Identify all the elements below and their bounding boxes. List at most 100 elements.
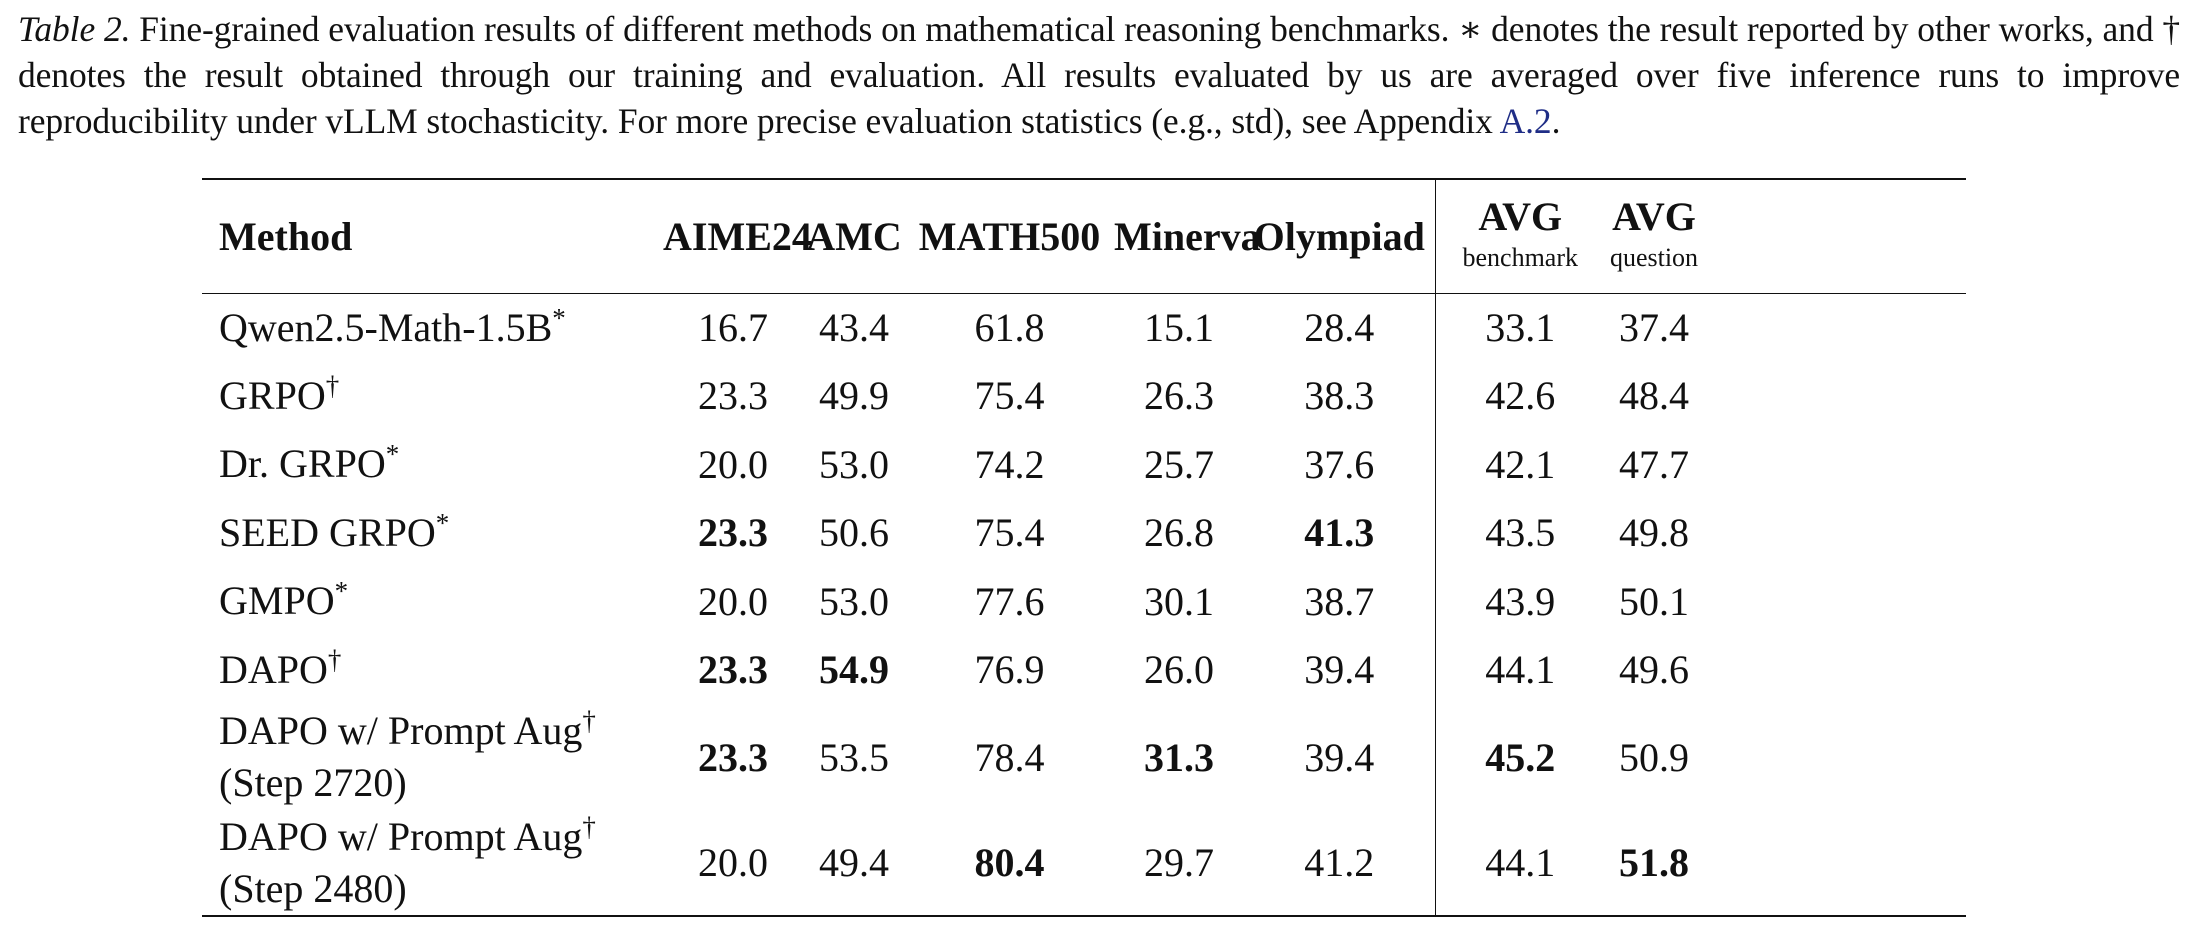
cell-avg-benchmark: 44.1 — [1434, 810, 1605, 916]
header-math500: MATH500 — [918, 213, 1101, 259]
cell-minerva: 25.7 — [1144, 441, 1214, 487]
header-avg-question-sub: question — [1609, 243, 1699, 273]
cell-avg-question: 49.8 — [1605, 499, 1966, 568]
header-olympiad: Olympiad — [1253, 213, 1425, 259]
cell-avg-benchmark: 42.6 — [1434, 361, 1605, 430]
cell-avg-question: 48.4 — [1605, 362, 1966, 431]
table-row: DAPO w/ Prompt Aug† (Step 2720) 23.3 53.5… — [202, 704, 1966, 810]
cell-avg-question: 49.6 — [1605, 636, 1966, 705]
cell-minerva: 29.7 — [1144, 840, 1214, 885]
header-amc: AMC — [806, 213, 902, 259]
cell-avg-benchmark: 42.1 — [1434, 430, 1605, 499]
cell-math500: 61.8 — [974, 305, 1045, 350]
cell-amc: 53.5 — [819, 734, 889, 780]
method-name: DAPO w/ Prompt Aug — [219, 708, 583, 753]
cell-avg-question-value: 47.7 — [1619, 441, 1689, 487]
header-avg-benchmark-sub: benchmark — [1462, 243, 1578, 273]
caption-end: . — [1551, 101, 1561, 141]
cell-avg-question-value: 49.8 — [1619, 510, 1689, 556]
table-row: DAPO w/ Prompt Aug† (Step 2480) 20.0 49.4… — [202, 810, 1966, 916]
table-caption: Table 2. Fine-grained evaluation results… — [18, 6, 2180, 144]
method-mark: * — [435, 507, 450, 538]
cell-amc: 49.9 — [819, 373, 889, 419]
row-method: GMPO* — [202, 567, 663, 636]
cell-olympiad: 37.6 — [1304, 441, 1375, 487]
cell-aime24: 23.3 — [698, 510, 768, 556]
header-row: Method AIME24 AMC MATH500 Minerva Olympi… — [202, 179, 1966, 293]
caption-text: Fine-grained evaluation results of diffe… — [18, 9, 2180, 141]
cell-avg-question-value: 51.8 — [1619, 840, 1689, 885]
table-row: GRPO† 23.3 49.9 75.4 26.3 38.3 42.6 48.4 — [202, 361, 1966, 431]
cell-avg-benchmark: 44.1 — [1434, 635, 1605, 704]
cell-avg-question-value: 37.4 — [1619, 305, 1689, 350]
cell-avg-benchmark: 43.9 — [1434, 567, 1605, 636]
row-method: GRPO† — [202, 362, 663, 431]
cell-math500: 74.2 — [974, 441, 1045, 487]
cell-amc: 49.4 — [819, 840, 889, 885]
cell-avg-question-value: 50.1 — [1619, 578, 1689, 624]
header-avg-question: AVG question — [1605, 179, 1966, 293]
cell-math500: 77.6 — [974, 578, 1045, 624]
header-aime24: AIME24 — [663, 213, 812, 259]
cell-math500: 78.4 — [974, 734, 1045, 780]
row-method: SEED GRPO* — [202, 499, 663, 568]
header-avg-benchmark-label: AVG — [1478, 194, 1563, 240]
table-row: GMPO* 20.0 53.0 77.6 30.1 38.7 43.9 50.1 — [202, 567, 1966, 636]
cell-aime24: 23.3 — [698, 647, 768, 693]
method-mark: * — [334, 576, 349, 607]
method-name: Dr. GRPO — [219, 441, 386, 487]
method-mark: † — [582, 706, 596, 736]
cell-olympiad: 41.3 — [1304, 510, 1375, 556]
cell-olympiad: 39.4 — [1304, 734, 1375, 780]
cell-math500: 75.4 — [974, 373, 1045, 419]
method-step: (Step 2480) — [219, 865, 407, 911]
cell-aime24: 20.0 — [698, 578, 768, 624]
cell-minerva: 31.3 — [1144, 734, 1214, 780]
cell-amc: 54.9 — [819, 647, 889, 693]
header-avg-question-label: AVG — [1612, 194, 1696, 240]
cell-math500: 80.4 — [974, 840, 1045, 885]
cell-aime24: 16.7 — [698, 305, 768, 350]
appendix-link[interactable]: A.2 — [1499, 101, 1552, 141]
results-table: Method AIME24 AMC MATH500 Minerva Olympi… — [202, 178, 1966, 917]
cell-minerva: 15.1 — [1144, 305, 1214, 350]
method-name: GMPO — [219, 578, 335, 624]
row-method: DAPO w/ Prompt Aug† (Step 2720) — [202, 704, 663, 810]
cell-avg-benchmark: 45.2 — [1434, 704, 1605, 810]
cell-minerva: 26.3 — [1144, 373, 1214, 419]
cell-olympiad: 38.7 — [1304, 578, 1375, 624]
method-name: GRPO — [219, 372, 326, 418]
method-mark: † — [325, 370, 340, 401]
cell-amc: 50.6 — [819, 510, 889, 556]
cell-amc: 43.4 — [819, 305, 889, 350]
cell-minerva: 26.0 — [1144, 647, 1214, 693]
cell-aime24: 20.0 — [698, 840, 768, 885]
header-minerva: Minerva — [1114, 213, 1261, 259]
row-method: Dr. GRPO* — [202, 430, 663, 499]
cell-minerva: 30.1 — [1144, 578, 1214, 624]
method-mark: † — [582, 811, 596, 842]
cell-avg-question-value: 48.4 — [1619, 373, 1689, 419]
row-method: DAPO† — [202, 636, 663, 705]
method-name: DAPO — [219, 646, 328, 692]
cell-olympiad: 41.2 — [1304, 840, 1375, 885]
row-method: Qwen2.5-Math-1.5B* — [202, 293, 663, 362]
cell-olympiad: 39.4 — [1304, 647, 1375, 693]
cell-avg-question: 47.7 — [1605, 430, 1966, 499]
cell-aime24: 23.3 — [698, 734, 768, 780]
cell-avg-question: 37.4 — [1605, 293, 1966, 362]
header-avg-benchmark: AVG benchmark — [1434, 179, 1605, 293]
cell-amc: 53.0 — [819, 441, 889, 487]
cell-avg-question-value: 49.6 — [1619, 647, 1689, 693]
method-mark: * — [385, 439, 400, 470]
table-row: SEED GRPO* 23.3 50.6 75.4 26.8 41.3 43.5… — [202, 498, 1966, 568]
method-name: Qwen2.5-Math-1.5B — [219, 304, 553, 350]
cell-aime24: 23.3 — [698, 373, 768, 419]
method-step: (Step 2720) — [219, 760, 407, 805]
cell-avg-question: 51.8 — [1605, 810, 1966, 916]
method-mark: * — [552, 302, 566, 333]
table-row: Qwen2.5-Math-1.5B* 16.7 43.4 61.8 15.1 2… — [202, 293, 1966, 362]
cell-math500: 75.4 — [974, 510, 1045, 556]
method-mark: † — [327, 644, 342, 675]
cell-avg-question: 50.9 — [1605, 704, 1966, 810]
